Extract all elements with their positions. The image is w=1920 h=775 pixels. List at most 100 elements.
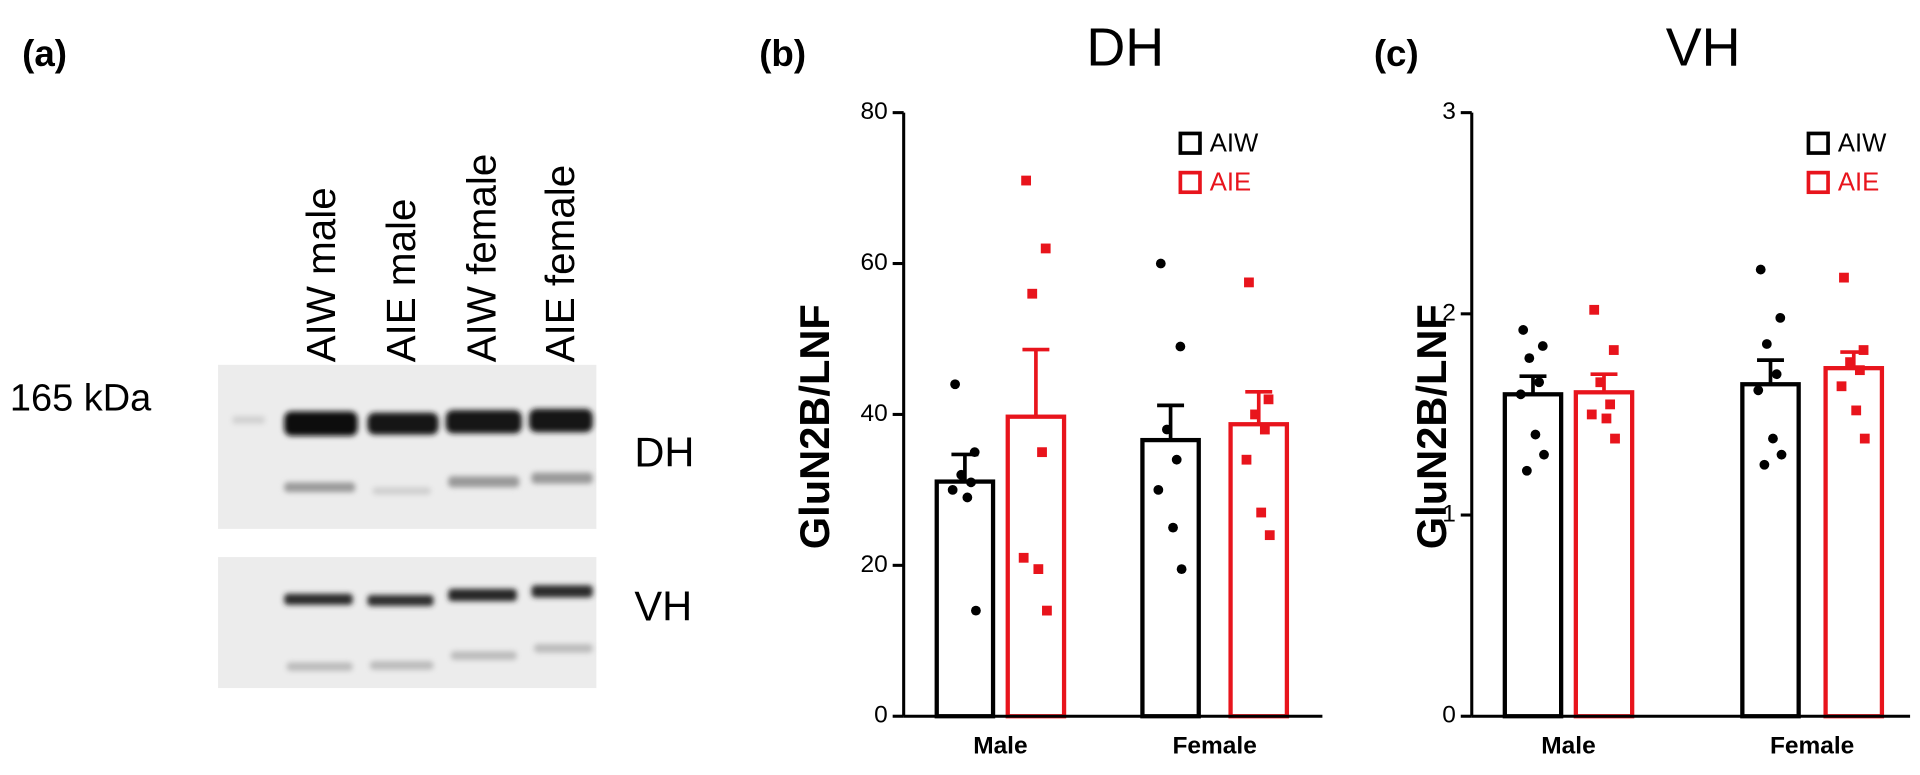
data-point [1155,258,1166,269]
x-tick-label: Female [1172,732,1256,759]
data-point [1753,385,1764,396]
data-point [1037,447,1047,458]
bar [934,479,996,719]
data-point [1518,325,1529,335]
row-label: VH [634,583,692,630]
data-point [1755,264,1766,275]
row-label: DH [634,428,694,475]
blot-membrane [218,364,597,529]
y-tick-label: 60 [861,249,888,276]
data-point [1162,424,1172,435]
data-point [1153,484,1164,495]
data-point [1259,424,1270,435]
data-point [1589,304,1600,315]
data-point [1250,409,1260,420]
y-tick-label: 3 [1442,98,1456,125]
legend-swatch [1178,170,1202,195]
data-point [1534,377,1545,388]
data-point [1521,465,1532,476]
data-point [1018,552,1029,563]
data-point [1171,454,1182,465]
panel-label: (c) [1374,33,1419,74]
y-tick-label: 80 [861,98,888,125]
data-point [1042,605,1052,616]
data-point [1244,277,1254,288]
data-point [1859,433,1870,444]
data-point [1601,413,1612,424]
error-bar [1519,374,1547,395]
data-point [1610,433,1620,444]
bar [1573,390,1635,719]
data-point [1839,272,1849,283]
data-point [1776,449,1787,460]
data-point [1176,564,1187,575]
legend-label: AIE [1838,168,1879,196]
chart-title: VH [1666,18,1741,78]
lane-label: AIW female [459,154,505,363]
data-point [1586,409,1597,420]
data-point [962,492,973,503]
bands [284,585,593,671]
data-point [969,447,980,458]
lane-label: AIE male [378,199,424,363]
bar [1228,422,1290,719]
data-point [1021,175,1032,186]
legend-label: AIW [1210,129,1259,157]
data-point [1175,341,1186,352]
y-tick-label: 0 [1442,702,1456,729]
data-point [1608,345,1619,355]
data-point [1768,433,1778,444]
bar [1140,437,1201,719]
y-tick-label: 1 [1442,501,1456,528]
legend-swatch [1178,131,1202,155]
legend-label: AIE [1210,168,1251,196]
data-point [1264,530,1275,541]
data-point [1040,243,1051,254]
bar [1740,382,1801,719]
data-point [971,605,981,616]
data-point [947,484,958,495]
error-bar [1022,347,1050,417]
bar [1823,366,1885,719]
data-point [1263,394,1274,405]
data-point [1771,369,1782,380]
y-tick-label: 40 [861,400,888,427]
data-point [1851,405,1862,416]
error-bar [1757,358,1784,385]
data-point [1530,429,1541,440]
data-point [1761,339,1772,349]
y-tick-label: 20 [861,551,888,578]
data-point [1033,564,1044,575]
panel-label: (a) [22,33,67,74]
data-point [1854,365,1865,376]
y-tick-label: 2 [1442,299,1456,326]
panel-label: (b) [759,33,806,74]
error-bar [1157,403,1185,441]
data-point [1537,341,1548,351]
data-point [1836,381,1847,392]
lane-label: AIE female [537,165,583,363]
blot-lane-labels: AIW male AIE male AIW female AIE female [298,154,583,363]
x-tick-label: Male [1541,732,1595,759]
data-point [1539,449,1549,460]
legend-swatch [1806,131,1830,155]
blot-dh [218,364,597,529]
y-axis-label: GluN2B/LNF [1408,304,1455,549]
legend-label: AIW [1838,129,1887,157]
x-tick-label: Male [973,732,1027,759]
data-point [966,477,976,488]
blot-vh [218,557,597,689]
data-point [1515,389,1526,400]
data-point [1858,345,1869,355]
data-point [1168,522,1178,533]
data-point [1524,353,1535,363]
y-tick-label: 0 [874,702,888,729]
data-point [1605,399,1616,410]
data-point [1845,357,1855,368]
lane-label: AIW male [298,187,344,362]
data-point [956,469,967,480]
legend-swatch [1806,170,1830,195]
x-tick-label: Female [1770,732,1854,759]
